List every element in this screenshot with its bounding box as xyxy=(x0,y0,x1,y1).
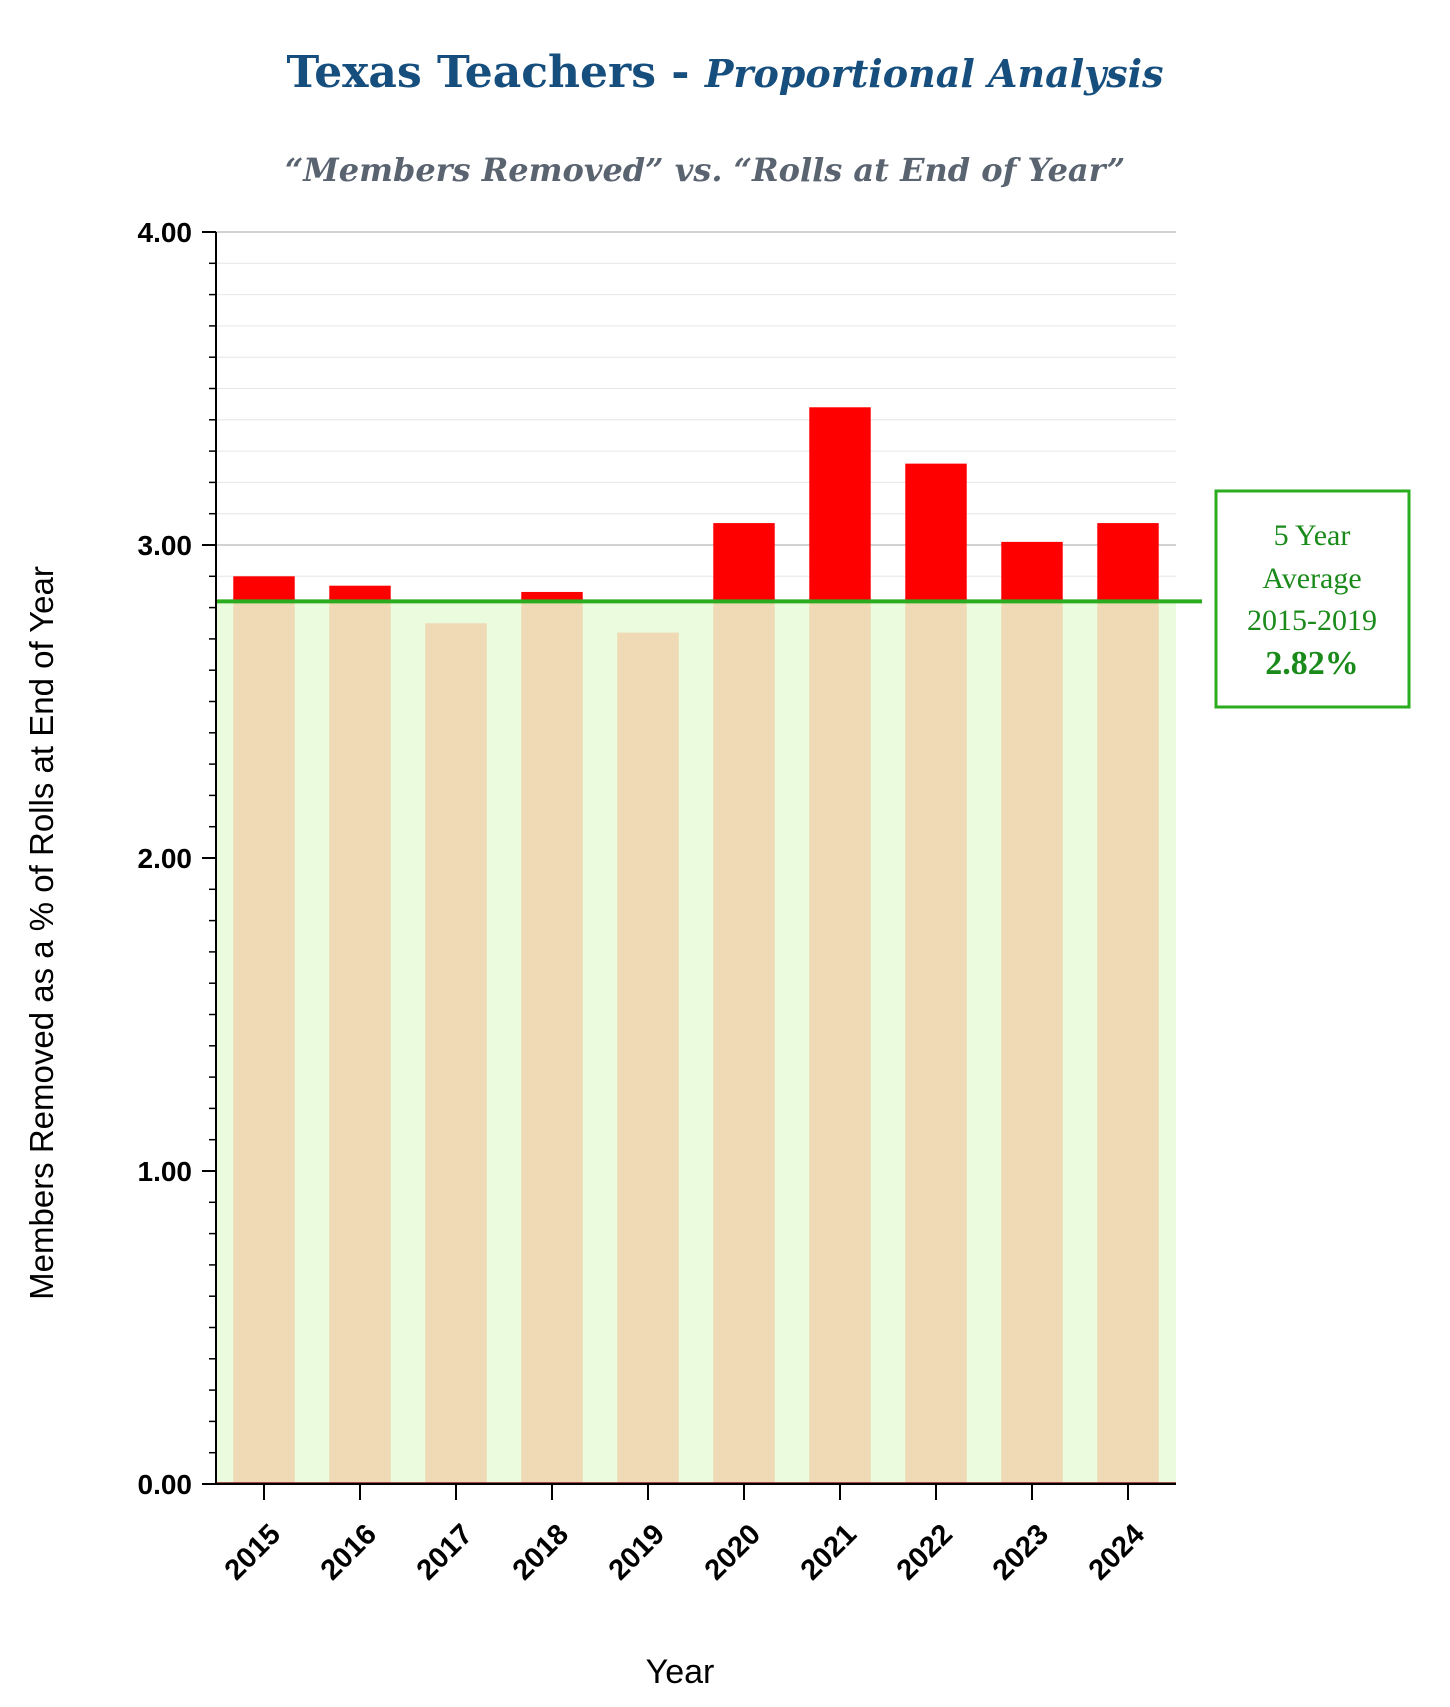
y-tick-label: 3.00 xyxy=(138,530,193,561)
chart-title: Texas Teachers - Proportional Analysis xyxy=(287,47,1164,98)
average-label-line-3: 2015-2019 xyxy=(1247,604,1377,637)
x-tick-label-2022: 2022 xyxy=(891,1518,959,1586)
bar-2022 xyxy=(905,601,967,1484)
chart-subtitle: “Members Removed” vs. “Rolls at End of Y… xyxy=(285,151,1125,189)
x-tick-label-2018: 2018 xyxy=(507,1518,575,1586)
x-tick-label-2021: 2021 xyxy=(795,1518,863,1586)
bar-2019 xyxy=(617,632,679,1484)
bar-2016 xyxy=(329,601,391,1484)
bar-2024-above-average xyxy=(1097,523,1159,602)
bar-2015-above-average xyxy=(233,576,295,602)
x-tick-label-2024: 2024 xyxy=(1083,1518,1151,1586)
bar-2018-above-average xyxy=(521,591,583,602)
y-tick-label: 0.00 xyxy=(138,1469,193,1500)
x-tick-label-2016: 2016 xyxy=(315,1518,383,1586)
bar-2018 xyxy=(521,601,583,1484)
x-tick-label-2023: 2023 xyxy=(987,1518,1055,1586)
y-axis-title: Members Removed as a % of Rolls at End o… xyxy=(23,566,60,1300)
bar-2021 xyxy=(809,601,871,1484)
bar-2015 xyxy=(233,601,295,1484)
y-tick-labels: 0.00 1.00 2.00 3.00 4.00 xyxy=(138,217,193,1500)
x-tick-label-2015: 2015 xyxy=(219,1518,287,1586)
bar-2023-above-average xyxy=(1001,541,1063,602)
x-axis-title: Year xyxy=(646,1653,715,1691)
bar-2021-above-average xyxy=(809,407,871,602)
x-tick-label-2020: 2020 xyxy=(699,1518,767,1586)
y-tick-label: 1.00 xyxy=(138,1156,193,1187)
bar-2020-above-average xyxy=(713,523,775,602)
x-tick-label-2017: 2017 xyxy=(411,1518,479,1586)
bar-2020 xyxy=(713,601,775,1484)
bar-2022-above-average xyxy=(905,463,967,602)
bar-2016-above-average xyxy=(329,585,391,602)
x-tick-label-2019: 2019 xyxy=(603,1518,671,1586)
average-label-line-1: 5 Year xyxy=(1274,519,1351,552)
x-tick-labels: 2015 2016 2017 2018 2019 2020 2021 2022 2023 2024 xyxy=(219,1518,1151,1586)
bar-2023 xyxy=(1001,601,1063,1484)
bars xyxy=(216,407,1176,1484)
average-annotation-box xyxy=(1214,489,1411,709)
average-annotation: 5 Year Average 2015-2019 2.82% xyxy=(1214,489,1411,709)
bar-2024 xyxy=(1097,601,1159,1484)
average-label-line-2: Average xyxy=(1262,562,1361,595)
axes xyxy=(202,231,1176,1500)
y-tick-label: 4.00 xyxy=(138,217,193,248)
bar-2017 xyxy=(425,623,487,1484)
y-tick-label: 2.00 xyxy=(138,843,193,874)
average-value-label: 2.82% xyxy=(1265,645,1359,682)
